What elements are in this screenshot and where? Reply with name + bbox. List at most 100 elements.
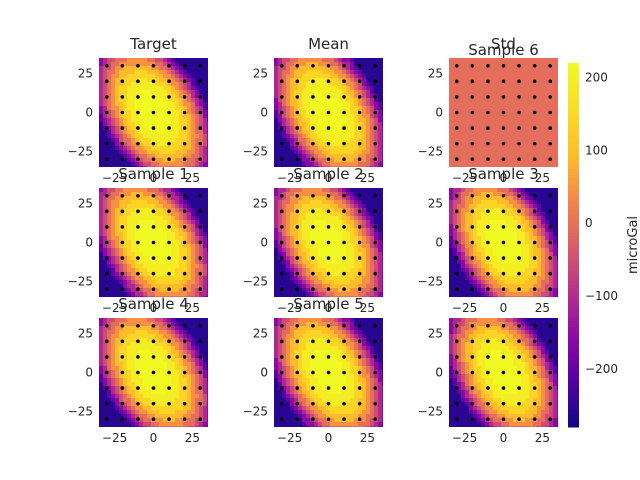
heat-cell — [298, 284, 302, 288]
heat-cell — [179, 142, 183, 146]
heat-cell — [294, 134, 298, 138]
heat-cell — [318, 240, 322, 244]
heat-cell — [103, 204, 107, 208]
heat-cell — [465, 66, 469, 70]
heat-cell — [119, 204, 123, 208]
heat-cell — [374, 192, 378, 196]
heat-cell — [195, 208, 199, 212]
heat-cell — [489, 272, 493, 276]
heat-cell — [481, 228, 485, 232]
heat-cell — [306, 288, 310, 292]
heat-cell — [453, 74, 457, 78]
heat-cell — [310, 98, 314, 102]
heat-cell — [286, 276, 290, 280]
heat-cell — [143, 62, 147, 66]
heat-cell — [274, 240, 278, 244]
heat-cell — [127, 90, 131, 94]
heat-cell — [350, 146, 354, 150]
heat-cell — [119, 244, 123, 248]
station-dot — [167, 141, 171, 146]
station-dot — [311, 126, 315, 130]
heat-cell — [111, 66, 115, 70]
heat-cell — [139, 272, 143, 276]
heat-cell — [505, 200, 509, 204]
heat-cell — [207, 66, 208, 70]
heat-cell — [338, 106, 342, 110]
heat-cell — [147, 260, 151, 264]
heat-cell — [135, 212, 139, 216]
heat-cell — [557, 224, 558, 228]
heat-cell — [103, 102, 107, 106]
heat-cell — [469, 280, 473, 284]
heat-cell — [469, 208, 473, 212]
heat-cell — [302, 118, 306, 122]
heat-cell — [378, 192, 382, 196]
heat-cell — [493, 272, 497, 276]
heat-cell — [314, 284, 318, 288]
heat-cell — [203, 196, 207, 200]
heat-cell — [501, 212, 505, 216]
heat-cell — [318, 288, 322, 292]
heat-cell — [370, 268, 374, 272]
heat-cell — [183, 296, 187, 297]
heat-cell — [469, 192, 473, 196]
heat-cell — [278, 146, 282, 150]
station-dot — [342, 79, 346, 84]
heat-cell — [382, 232, 383, 236]
heat-cell — [306, 224, 310, 228]
heat-cell — [545, 284, 549, 288]
heat-cell — [147, 94, 151, 98]
heat-cell — [529, 228, 533, 232]
heat-cell — [549, 62, 553, 66]
heat-cell — [366, 86, 370, 90]
heat-cell — [521, 126, 525, 130]
heat-cell — [461, 224, 465, 228]
heat-cell — [509, 212, 513, 216]
heat-cell — [123, 150, 127, 154]
heat-cell — [366, 288, 370, 292]
heat-cell — [155, 252, 159, 256]
heat-cell — [326, 154, 330, 158]
heat-cell — [131, 134, 135, 138]
heat-cell — [525, 220, 529, 224]
heat-cell — [290, 188, 294, 192]
heat-cell — [469, 244, 473, 248]
heat-cell — [525, 62, 529, 66]
heat-cell — [147, 122, 151, 126]
heat-cell — [127, 86, 131, 90]
heat-cell — [199, 162, 203, 166]
heat-cell — [485, 276, 489, 280]
station-dot — [104, 240, 109, 245]
heat-cell — [354, 220, 358, 224]
heat-cell — [509, 130, 513, 134]
heat-cell — [123, 118, 127, 122]
heat-cell — [354, 280, 358, 284]
heat-cell — [294, 276, 298, 280]
heat-cell — [191, 212, 195, 216]
heat-cell — [453, 264, 457, 268]
heat-cell — [505, 280, 509, 284]
heat-cell — [557, 232, 558, 236]
heat-cell — [338, 272, 342, 276]
heat-cell — [187, 284, 191, 288]
heat-cell — [461, 284, 465, 288]
heat-cell — [461, 292, 465, 296]
heat-cell — [163, 216, 167, 220]
heat-cell — [322, 236, 326, 240]
heat-cell — [302, 264, 306, 268]
heat-cell — [453, 292, 457, 296]
heat-cell — [274, 236, 278, 240]
heat-cell — [358, 296, 362, 297]
heat-cell — [533, 122, 537, 126]
heat-cell — [207, 220, 208, 224]
heat-cell — [545, 228, 549, 232]
heat-cell — [318, 138, 322, 142]
heat-cell — [191, 78, 195, 82]
heat-cell — [513, 98, 517, 102]
heat-cell — [481, 248, 485, 252]
heat-cell — [473, 146, 477, 150]
heat-cell — [346, 130, 350, 134]
heat-cell — [505, 138, 509, 142]
heat-cell — [139, 188, 143, 192]
heat-cell — [346, 240, 350, 244]
